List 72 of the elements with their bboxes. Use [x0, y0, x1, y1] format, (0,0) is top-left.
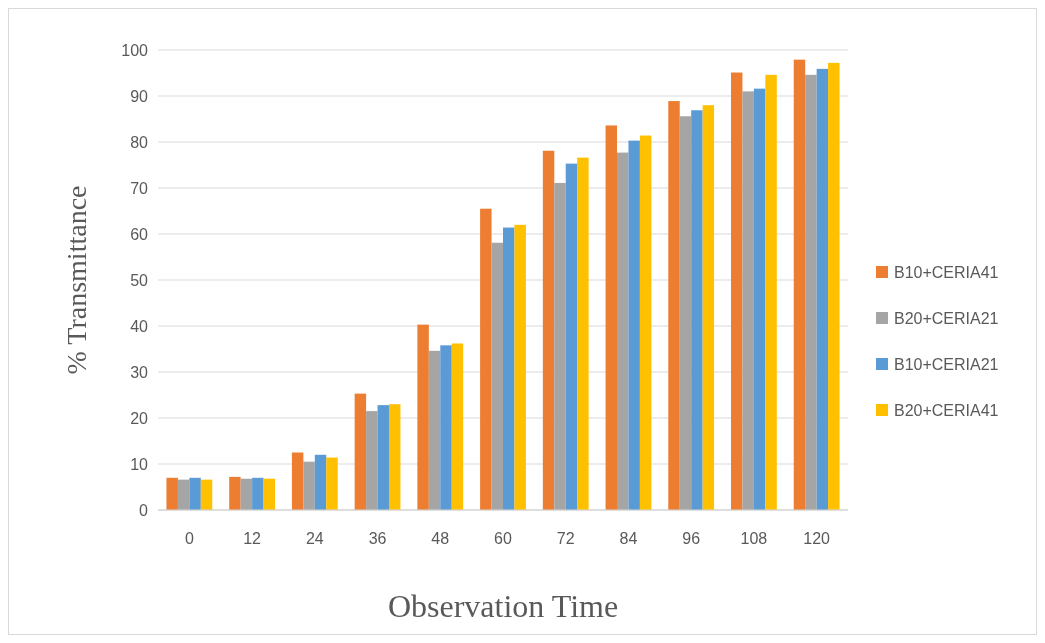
bar: [702, 105, 715, 510]
x-tick-label: 120: [803, 530, 831, 547]
bar: [166, 477, 178, 510]
bar: [291, 452, 304, 510]
bar: [731, 72, 743, 510]
x-tick-label: 72: [556, 530, 575, 547]
bar: [765, 74, 777, 510]
bar: [480, 208, 492, 510]
bar: [503, 227, 515, 510]
bar: [417, 324, 429, 510]
bar: [451, 343, 464, 510]
bar: [542, 150, 555, 510]
bar: [314, 454, 327, 510]
bar: [189, 477, 201, 510]
bar: [565, 163, 578, 510]
bar: [742, 91, 754, 510]
y-tick-label: 50: [130, 271, 149, 289]
bar: [229, 476, 241, 510]
bar: [366, 411, 378, 510]
y-tick-label: 30: [130, 363, 149, 381]
bar: [177, 479, 190, 510]
bar: [639, 135, 652, 510]
bar: [491, 242, 503, 510]
legend-label: B10+CERIA41: [894, 263, 999, 281]
bar: [628, 140, 640, 510]
bar: [428, 350, 441, 510]
bar: [377, 405, 389, 510]
bar: [605, 125, 618, 510]
legend-label: B20+CERIA21: [894, 309, 999, 327]
y-tick-label: 10: [130, 455, 149, 473]
x-axis-title: Observation Time: [387, 588, 619, 624]
y-tick-label: 0: [139, 501, 149, 519]
bar: [577, 157, 589, 510]
bar: [200, 479, 213, 510]
x-tick-label: 108: [740, 530, 768, 547]
x-tick-label: 12: [243, 530, 262, 547]
y-tick-label: 100: [121, 41, 149, 59]
bar: [554, 182, 566, 510]
bar: [793, 59, 806, 510]
x-tick-label: 36: [368, 530, 387, 547]
bar: [753, 88, 766, 510]
bar: [828, 62, 840, 510]
y-tick-label: 70: [130, 179, 149, 197]
y-tick-label: 60: [130, 225, 149, 243]
legend-label: B10+CERIA21: [894, 355, 999, 373]
bar: [326, 457, 338, 510]
bar: [805, 74, 817, 510]
bar: [691, 110, 703, 510]
x-tick-label: 24: [305, 530, 324, 547]
bar: [617, 152, 629, 510]
bar: [388, 404, 401, 510]
x-tick-label: 96: [682, 530, 701, 547]
bar: [816, 68, 829, 510]
y-tick-label: 40: [130, 317, 149, 335]
bar: [252, 477, 264, 510]
x-tick-label: 48: [431, 530, 450, 547]
y-tick-label: 20: [130, 409, 149, 427]
y-axis-title: % Transmittance: [61, 185, 92, 375]
y-tick-label: 80: [130, 133, 149, 151]
bar: [668, 101, 680, 510]
bar: [354, 393, 367, 510]
x-tick-label: 84: [619, 530, 638, 547]
bar: [440, 345, 452, 510]
bar: [303, 461, 315, 510]
y-tick-label: 90: [130, 87, 149, 105]
bar: [263, 478, 275, 510]
bar: [240, 478, 253, 510]
bar: [514, 224, 526, 510]
x-tick-label: 0: [184, 530, 194, 547]
bar: [679, 116, 692, 510]
legend-label: B20+CERIA41: [894, 401, 999, 419]
x-tick-label: 60: [494, 530, 512, 547]
